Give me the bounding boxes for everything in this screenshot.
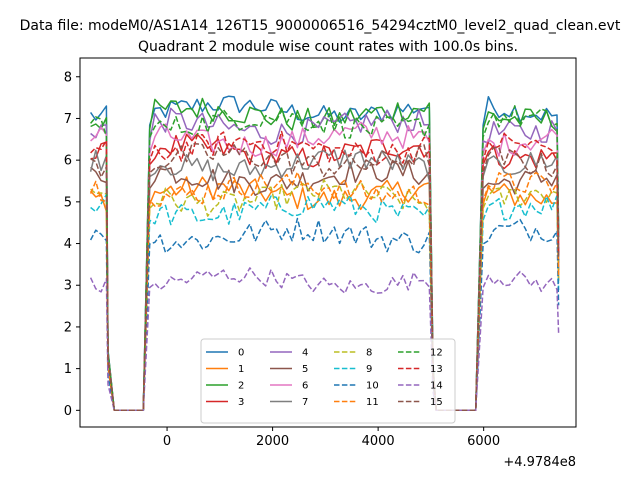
series-line-10 xyxy=(89,217,560,412)
y-axis: 0 1 2 3 4 5 6 7 8 xyxy=(64,70,80,419)
series-line-0 xyxy=(89,95,560,412)
series-line-13 xyxy=(90,130,560,412)
legend-label-10: 10 xyxy=(366,381,379,392)
legend-label-4: 4 xyxy=(302,348,308,359)
legend-label-7: 7 xyxy=(302,397,308,408)
legend-label-9: 9 xyxy=(366,364,372,375)
legend-label-11: 11 xyxy=(366,397,379,408)
x-tick-label: 4000 xyxy=(362,434,395,449)
legend-label-2: 2 xyxy=(238,381,244,392)
y-tick-label: 8 xyxy=(64,70,72,85)
series-line-6 xyxy=(90,121,560,412)
x-tick-label: 6000 xyxy=(467,434,500,449)
series-line-4 xyxy=(90,107,560,412)
series-line-8 xyxy=(90,179,560,412)
legend-frame xyxy=(200,338,456,424)
legend-label-8: 8 xyxy=(366,348,372,359)
series-line-9 xyxy=(90,193,560,412)
y-tick-label: 6 xyxy=(64,154,72,169)
legend-label-6: 6 xyxy=(302,381,308,392)
series-line-15 xyxy=(90,143,560,412)
legend-label-1: 1 xyxy=(238,364,244,375)
x-offset-label: +4.9784e8 xyxy=(503,455,576,470)
series-line-1 xyxy=(90,176,560,412)
series-line-11 xyxy=(89,171,560,412)
x-tick-label: 0 xyxy=(163,434,171,449)
legend-label-3: 3 xyxy=(238,397,244,408)
legend-label-13: 13 xyxy=(430,364,443,375)
x-tick-label: 2000 xyxy=(256,434,289,449)
chart-title: Quadrant 2 module wise count rates with … xyxy=(138,39,518,55)
legend-label-0: 0 xyxy=(238,348,244,359)
legend-label-12: 12 xyxy=(430,348,443,359)
y-tick-label: 7 xyxy=(64,112,72,127)
series-line-5 xyxy=(90,159,560,412)
series-line-7 xyxy=(89,149,560,412)
y-tick-label: 3 xyxy=(64,279,72,294)
y-tick-label: 5 xyxy=(64,195,72,210)
plot-frame xyxy=(79,57,577,428)
plot-area xyxy=(79,57,577,428)
x-axis: 0 2000 4000 6000 xyxy=(163,427,500,449)
figure-suptitle: Data file: modeM0/AS1A14_126T15_90000065… xyxy=(20,18,621,34)
legend-label-14: 14 xyxy=(430,381,443,392)
series-layer xyxy=(89,95,560,412)
series-line-14 xyxy=(89,267,560,412)
y-tick-label: 4 xyxy=(64,237,72,252)
series-line-12 xyxy=(90,105,560,412)
y-tick-label: 1 xyxy=(64,362,72,377)
legend-label-5: 5 xyxy=(302,364,308,375)
legend-label-15: 15 xyxy=(430,397,443,408)
y-tick-label: 2 xyxy=(64,320,72,335)
y-tick-label: 0 xyxy=(64,404,72,419)
